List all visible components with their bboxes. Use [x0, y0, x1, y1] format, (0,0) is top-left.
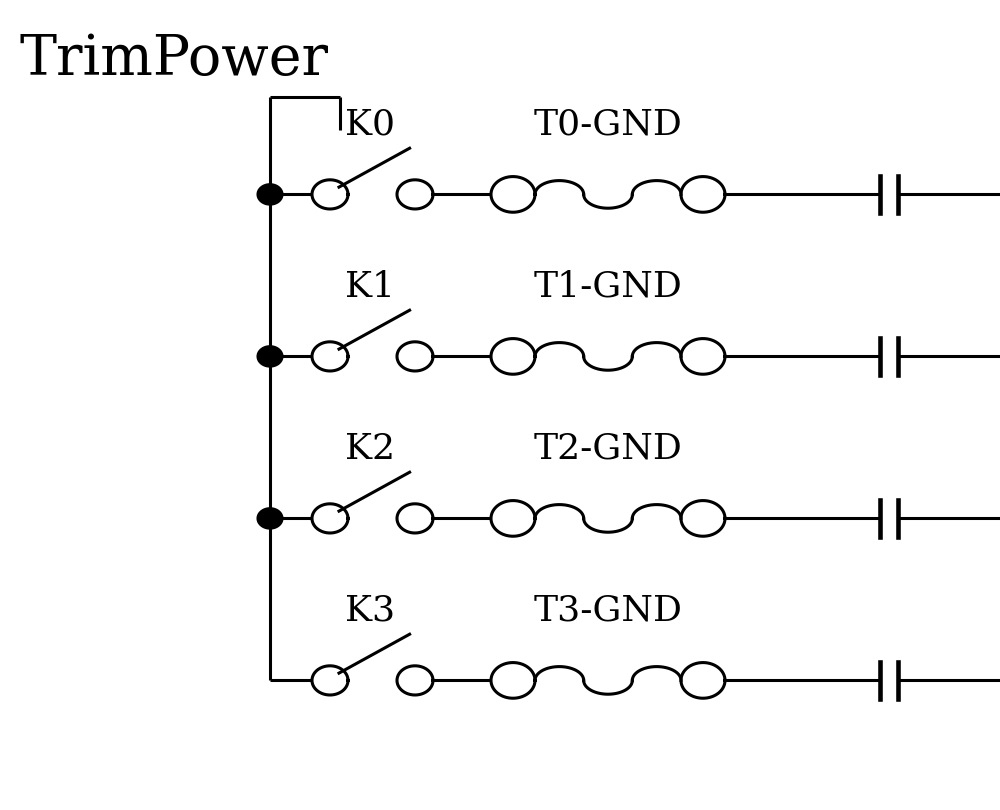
Text: K0: K0	[345, 108, 395, 142]
Polygon shape	[258, 509, 282, 528]
Text: K3: K3	[345, 594, 395, 628]
Text: K2: K2	[345, 432, 395, 466]
Text: T0-GND: T0-GND	[534, 108, 682, 142]
Text: T2-GND: T2-GND	[534, 432, 682, 466]
Text: TrimPower: TrimPower	[20, 32, 329, 87]
Text: T3-GND: T3-GND	[534, 594, 682, 628]
Polygon shape	[258, 347, 282, 366]
Text: T1-GND: T1-GND	[534, 270, 682, 304]
Polygon shape	[258, 185, 282, 204]
Text: K1: K1	[345, 270, 395, 304]
